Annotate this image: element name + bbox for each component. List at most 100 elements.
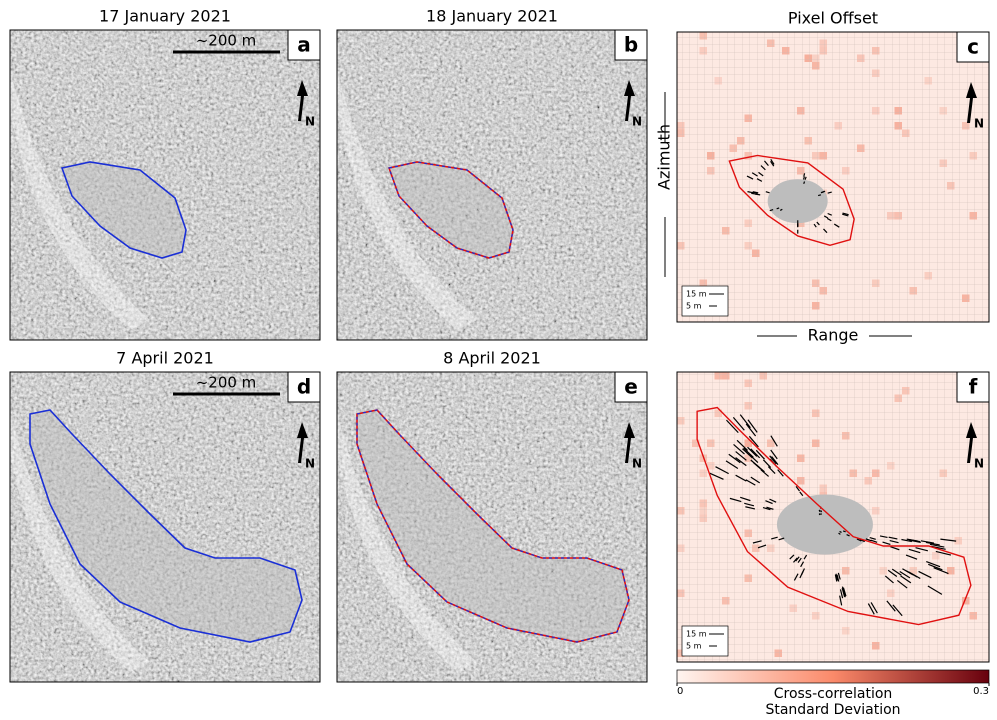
north-arrow	[966, 422, 977, 463]
panel-letter: d	[297, 375, 311, 399]
offset-arrow	[752, 462, 763, 471]
offset-arrow	[882, 541, 891, 546]
legend-box	[681, 625, 729, 657]
panel: 15 m 5 m f N	[676, 371, 990, 663]
panel-letter: b	[624, 33, 638, 57]
offset-arrow	[846, 534, 850, 537]
offset-arrow	[886, 600, 896, 612]
offset-arrow	[823, 228, 828, 234]
sar-image	[10, 30, 320, 340]
north-label: N	[974, 457, 984, 471]
offset-arrow	[841, 587, 846, 597]
offset-arrow	[802, 176, 805, 180]
north-label: N	[974, 117, 984, 131]
offset-arrow	[745, 423, 757, 437]
offset-arrow	[709, 472, 724, 480]
panel-letter: a	[297, 33, 311, 57]
offset-arrow	[888, 536, 898, 540]
north-label: N	[305, 457, 315, 471]
offset-arrow	[892, 604, 903, 617]
dome-outline	[728, 154, 855, 247]
offset-arrow	[757, 544, 767, 549]
offset-arrow	[751, 172, 758, 177]
offset-arrow	[842, 587, 847, 597]
offset-arrow	[879, 535, 888, 539]
previous-outline	[388, 161, 514, 259]
lava-dome	[389, 162, 513, 258]
offset-arrow	[747, 419, 758, 433]
offset-arrow	[931, 545, 946, 550]
offset-arrow	[740, 496, 751, 502]
offset-arrow	[891, 568, 902, 576]
letter-box	[287, 371, 321, 403]
offset-arrow	[803, 173, 806, 177]
colorbar-label: Cross-correlation	[774, 686, 893, 702]
panel: a N 17 January 2021 ~200 m	[9, 7, 321, 341]
offset-arrow	[770, 449, 778, 460]
panel: e N 8 April 2021	[336, 349, 648, 683]
offset-arrow	[908, 571, 921, 580]
colorbar-tick-label: 0	[677, 686, 683, 697]
offset-arrow	[887, 569, 898, 577]
offset-arrow	[748, 435, 759, 448]
offset-arrow	[803, 181, 806, 185]
panel-title: 17 January 2021	[99, 7, 231, 26]
offset-arrow	[765, 191, 770, 194]
valley-wall	[337, 70, 477, 330]
offset-arrow	[776, 207, 780, 210]
offset-arrow	[793, 557, 798, 563]
offset-arrow	[754, 193, 761, 196]
offset-arrow	[842, 213, 849, 217]
offset-arrow	[920, 540, 935, 544]
offset-arrow	[813, 223, 817, 228]
valley-wall	[10, 412, 150, 672]
offset-arrow	[867, 603, 875, 615]
offset-arrow	[842, 530, 846, 533]
offset-arrow	[762, 506, 771, 511]
panel-border	[676, 31, 990, 323]
lava-dome	[30, 410, 302, 642]
offset-arrow	[795, 486, 800, 492]
offset-arrow	[803, 554, 808, 560]
offset-arrow	[799, 571, 804, 579]
letter-box	[614, 29, 648, 61]
offset-arrow	[745, 506, 756, 510]
north-label: N	[632, 457, 642, 471]
offset-arrow	[797, 557, 802, 563]
offset-arrow	[799, 491, 804, 497]
panel-border	[9, 29, 321, 341]
offset-arrow	[836, 574, 840, 582]
offset-arrow	[750, 448, 761, 459]
valley-wall	[337, 412, 477, 672]
offset-arrow	[777, 469, 784, 477]
offset-arrow	[865, 538, 872, 542]
offset-arrow	[926, 561, 941, 568]
offset-arrow	[728, 453, 741, 464]
no-data	[767, 179, 828, 224]
panel: d N 7 April 2021 ~200 m	[9, 349, 321, 683]
offset-arrow	[769, 455, 777, 465]
offset-arrow	[752, 191, 759, 194]
panel-letter: c	[967, 35, 979, 59]
offset-arrow	[905, 554, 918, 560]
offset-arrow	[748, 453, 759, 463]
offset-arrow	[933, 567, 949, 575]
offset-arrow	[837, 572, 841, 580]
offset-arrow	[746, 175, 754, 180]
letter-box	[287, 29, 321, 61]
dome-outline	[60, 161, 187, 259]
offset-arrow	[725, 460, 739, 470]
no-data	[776, 494, 873, 555]
offset-arrow	[889, 539, 899, 544]
offset-arrow	[735, 474, 747, 482]
grid	[677, 32, 989, 322]
offset-arrow	[834, 574, 838, 582]
offset-arrow	[752, 540, 762, 544]
offset-arrow	[890, 546, 900, 551]
offset-arrow	[769, 498, 777, 503]
north-label: N	[305, 115, 315, 129]
offset-arrow	[842, 212, 849, 216]
panel-border	[336, 29, 648, 341]
panel-title: 7 April 2021	[116, 349, 214, 368]
